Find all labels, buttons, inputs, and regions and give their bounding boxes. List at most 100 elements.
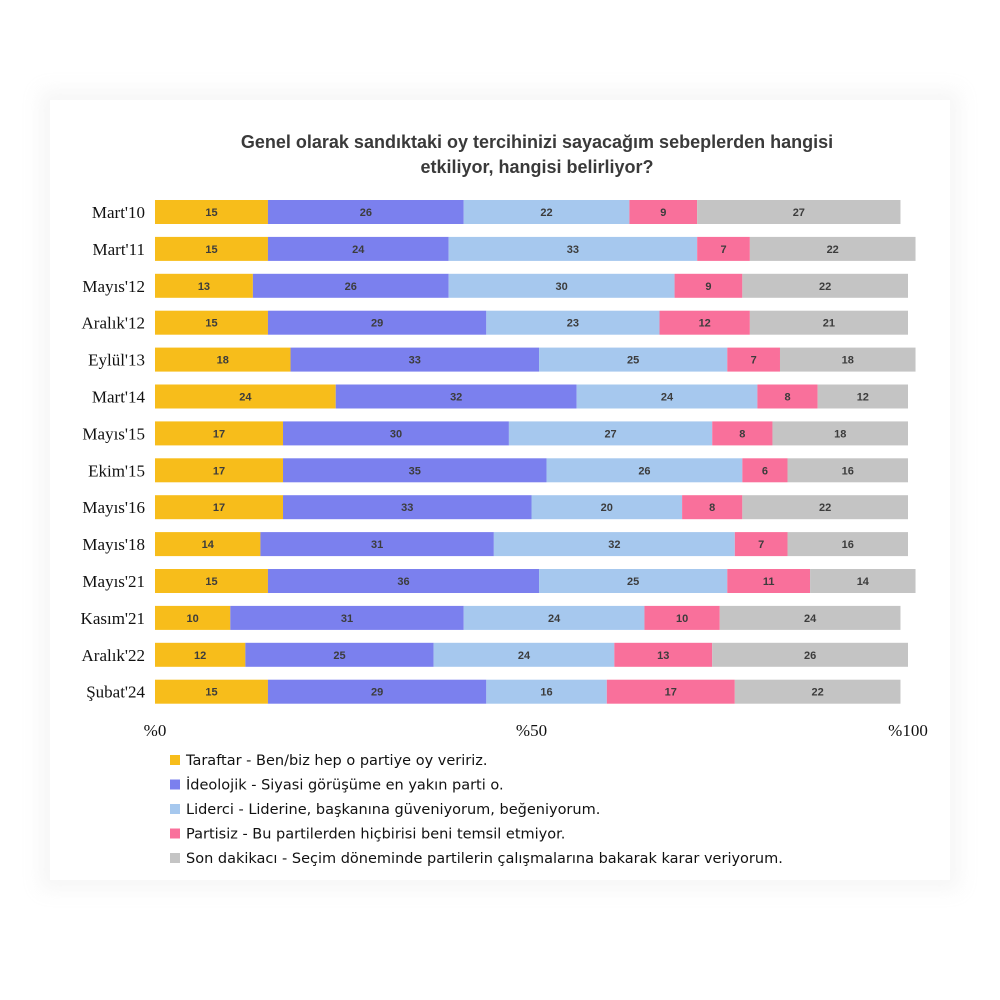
data-label: 30 <box>390 428 402 440</box>
bar-segment-5 <box>742 273 908 298</box>
bar-segment-1 <box>155 347 291 372</box>
bar-segment-4 <box>727 347 780 372</box>
data-label: 25 <box>627 576 639 588</box>
data-label: 22 <box>819 281 831 293</box>
bar-segment-1 <box>155 200 268 224</box>
legend-swatch-3 <box>170 804 180 814</box>
data-label: 15 <box>205 318 217 330</box>
data-label: 35 <box>409 465 421 477</box>
bar-segment-4 <box>659 310 750 335</box>
category-label: Aralık'12 <box>82 314 146 333</box>
bar-segment-3 <box>486 679 607 704</box>
bar-segment-5 <box>697 200 901 224</box>
chart-title-line-2: etkiliyor, hangisi belirliyor? <box>420 157 653 177</box>
legend-label: Son dakikacı - Seçim döneminde partileri… <box>186 851 783 867</box>
bar-segment-2 <box>283 421 509 446</box>
legend-label: Liderci - Liderine, başkanına güveniyoru… <box>186 802 600 818</box>
data-label: 31 <box>341 613 353 625</box>
data-label: 26 <box>345 281 357 293</box>
data-label: 17 <box>665 687 677 699</box>
data-label: 17 <box>213 465 225 477</box>
bar-segment-3 <box>463 605 645 630</box>
legend-swatch-5 <box>170 853 180 863</box>
data-label: 23 <box>567 318 579 330</box>
category-label: Şubat'24 <box>86 683 145 702</box>
category-label: Mart'14 <box>92 388 146 407</box>
bar-segment-5 <box>719 605 901 630</box>
legend-swatch-4 <box>170 828 180 839</box>
bar-segment-3 <box>463 200 630 224</box>
bar-segment-3 <box>539 347 728 372</box>
data-label: 7 <box>720 244 726 256</box>
bar-segment-4 <box>742 458 788 483</box>
bar-segment-3 <box>448 273 675 298</box>
data-label: 20 <box>601 502 613 514</box>
category-label: Eylül'13 <box>88 351 145 370</box>
data-label: 15 <box>205 207 217 219</box>
bar-segment-2 <box>245 642 434 667</box>
x-tick-label: %0 <box>144 721 167 740</box>
category-label: Kasım'21 <box>81 609 145 628</box>
data-label: 24 <box>548 613 561 625</box>
bar-segment-3 <box>433 642 615 667</box>
chart-title-line-1: Genel olarak sandıktaki oy tercihinizi s… <box>241 132 833 152</box>
bar-segment-4 <box>674 273 743 298</box>
bar-segment-3 <box>531 495 683 520</box>
bar-segment-4 <box>712 421 773 446</box>
data-label: 27 <box>793 207 805 219</box>
bar-segment-4 <box>727 569 811 593</box>
bar-segment-1 <box>155 384 336 409</box>
category-label: Mayıs'12 <box>82 277 145 296</box>
bar-segment-1 <box>155 605 231 630</box>
bar-segment-2 <box>283 458 547 483</box>
bar-segment-4 <box>734 532 788 557</box>
bar-segment-2 <box>252 273 449 298</box>
data-label: 8 <box>784 392 790 404</box>
data-label: 7 <box>751 355 757 367</box>
category-label: Ekim'15 <box>88 461 145 480</box>
chart-panel: Genel olarak sandıktaki oy tercihinizi s… <box>50 100 950 880</box>
data-label: 15 <box>205 244 217 256</box>
data-label: 24 <box>239 392 252 404</box>
bar-segment-4 <box>629 200 698 224</box>
bar-segment-3 <box>508 421 713 446</box>
category-label: Mayıs'21 <box>82 572 145 591</box>
data-label: 18 <box>217 355 229 367</box>
bar-segment-2 <box>267 679 487 704</box>
bar-segment-5 <box>772 421 908 446</box>
bar-segment-5 <box>749 236 916 261</box>
bar-segment-3 <box>576 384 758 409</box>
legend-label: İdeolojik - Siyasi görüşüme en yakın par… <box>186 776 504 794</box>
data-label: 13 <box>198 281 210 293</box>
bar-segment-3 <box>539 569 728 593</box>
bar-segment-5 <box>810 569 916 593</box>
category-label: Aralık'22 <box>82 646 146 665</box>
data-label: 25 <box>333 650 345 662</box>
bar-segment-5 <box>787 532 908 557</box>
bar-segment-1 <box>155 236 268 261</box>
x-tick-label: %50 <box>516 721 547 740</box>
data-label: 26 <box>804 650 816 662</box>
data-label: 16 <box>540 687 552 699</box>
bar-segment-3 <box>546 458 743 483</box>
bar-segment-3 <box>448 236 698 261</box>
bar-segment-1 <box>155 458 284 483</box>
bar-segment-1 <box>155 310 268 335</box>
data-label: 33 <box>401 502 413 514</box>
data-label: 15 <box>205 687 217 699</box>
data-label: 10 <box>676 613 688 625</box>
bar-segment-5 <box>787 458 908 483</box>
data-label: 30 <box>555 281 567 293</box>
data-label: 17 <box>213 428 225 440</box>
bar-segment-2 <box>267 236 449 261</box>
data-label: 24 <box>352 244 365 256</box>
bar-segment-5 <box>742 495 908 520</box>
category-label: Mart'10 <box>92 203 145 222</box>
data-label: 8 <box>709 502 715 514</box>
data-label: 33 <box>409 355 421 367</box>
bar-segment-2 <box>335 384 577 409</box>
data-label: 26 <box>360 207 372 219</box>
bar-segment-4 <box>682 495 743 520</box>
bar-segment-3 <box>493 532 735 557</box>
data-label: 18 <box>834 428 846 440</box>
